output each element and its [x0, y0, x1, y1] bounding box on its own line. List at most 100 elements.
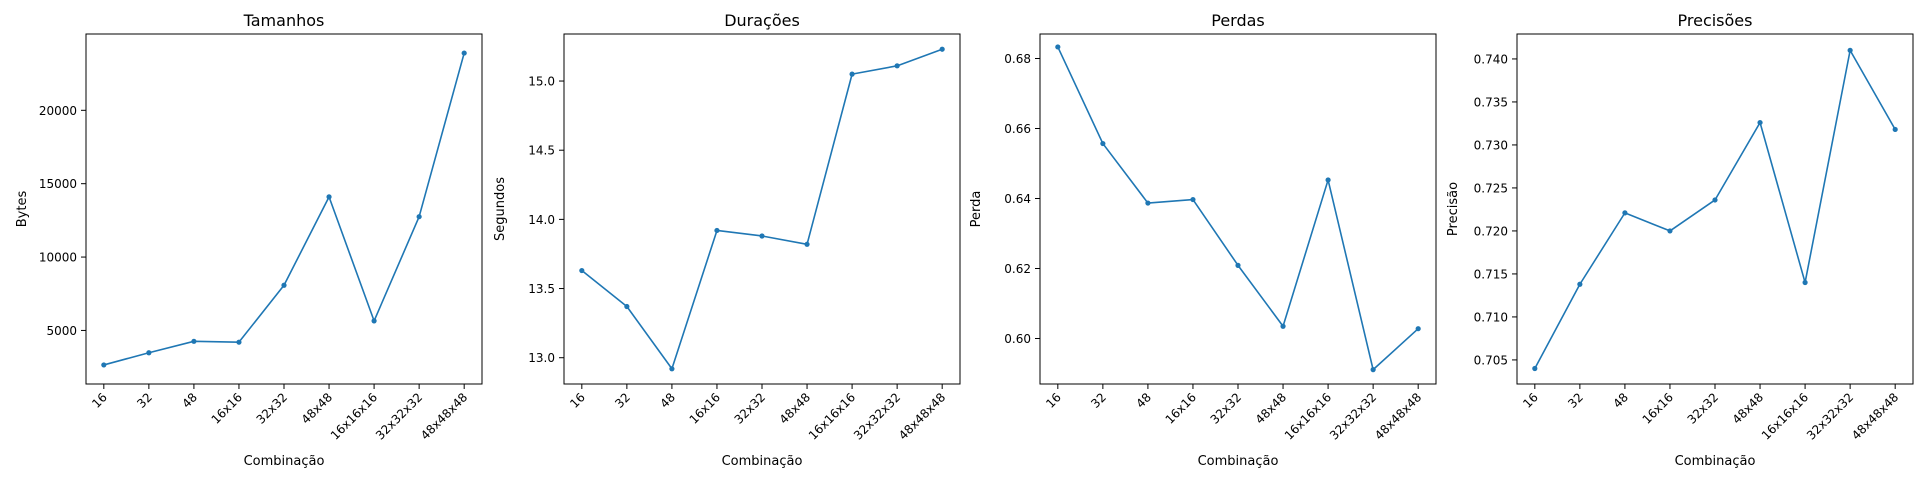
data-point: [579, 267, 585, 274]
y-tick-label: 10000: [39, 251, 77, 265]
x-axis-label: Combinação: [1675, 454, 1756, 469]
x-tick-label: 16x16: [687, 390, 724, 427]
y-tick-label: 0.735: [1474, 95, 1508, 109]
x-tick-label: 32x32x32: [373, 390, 425, 442]
data-point: [371, 318, 377, 324]
data-point: [1055, 44, 1061, 50]
y-axis-label: Perda: [969, 191, 984, 228]
x-tick-label: 16: [567, 390, 588, 411]
data-point: [416, 214, 422, 220]
x-tick-label: 16x16: [209, 390, 246, 427]
x-tick-label: 32x32: [1208, 390, 1245, 427]
data-point: [1802, 279, 1808, 286]
data-point: [1190, 196, 1196, 203]
data-point: [281, 282, 287, 288]
chart-title: Perdas: [1211, 11, 1265, 30]
data-point: [894, 63, 900, 69]
y-tick-label: 0.62: [1004, 262, 1031, 276]
series-line: [103, 52, 465, 366]
x-tick-label: 48x48x48: [896, 390, 948, 442]
series-line: [581, 48, 943, 370]
x-tick-label: 16: [1520, 390, 1541, 411]
y-tick-label: 0.710: [1474, 310, 1508, 324]
x-tick-label: 48x48x48: [418, 390, 470, 442]
y-tick-label: 0.60: [1004, 332, 1031, 346]
y-tick-label: 0.725: [1474, 181, 1508, 195]
data-point: [1325, 177, 1331, 183]
x-tick-label: 16: [89, 390, 110, 411]
y-tick-label: 0.715: [1474, 267, 1508, 281]
x-axis-label: Combinação: [722, 454, 803, 469]
x-tick-label: 16x16x16: [806, 390, 858, 442]
axes-frame: [1516, 33, 1914, 385]
data-point: [1577, 281, 1583, 287]
data-point: [759, 233, 765, 239]
chart-title: Tamanhos: [243, 11, 325, 30]
x-axis-label: Combinação: [244, 454, 325, 469]
x-tick-label: 32x32: [254, 390, 291, 427]
y-tick-label: 13.0: [528, 351, 555, 365]
data-point: [1235, 262, 1241, 268]
data-point: [191, 338, 197, 344]
x-tick-label: 48x48: [1253, 390, 1290, 427]
data-point: [1280, 323, 1286, 329]
y-tick-label: 0.740: [1474, 52, 1508, 66]
data-point: [236, 339, 242, 345]
series-line: [1057, 46, 1419, 371]
y-tick-label: 20000: [39, 104, 77, 118]
data-point: [1415, 326, 1421, 332]
data-point: [669, 366, 675, 372]
data-point: [1757, 119, 1763, 126]
x-tick-label: 32: [1088, 390, 1109, 411]
data-point: [1100, 140, 1106, 147]
y-tick-label: 5000: [46, 324, 77, 338]
x-tick-label: 32x32: [1685, 390, 1722, 427]
axes-frame: [563, 33, 961, 385]
x-tick-label: 48x48: [299, 390, 336, 427]
x-tick-label: 48x48x48: [1372, 390, 1424, 442]
axes-frame: [85, 33, 483, 385]
y-tick-label: 0.66: [1004, 122, 1031, 136]
chart-title: Precisões: [1678, 11, 1753, 30]
data-point: [1892, 126, 1898, 133]
x-tick-label: 48x48x48: [1849, 390, 1901, 442]
y-axis-label: Precisão: [1446, 182, 1461, 236]
data-point: [1712, 197, 1718, 203]
x-tick-label: 32: [1565, 390, 1586, 411]
y-axis-label: Bytes: [15, 191, 30, 228]
x-tick-label: 32x32x32: [1804, 390, 1856, 442]
y-tick-label: 0.730: [1474, 138, 1508, 152]
data-point: [1622, 210, 1628, 216]
data-point: [1145, 200, 1151, 206]
y-tick-label: 0.720: [1474, 224, 1508, 238]
y-tick-label: 15.0: [528, 75, 555, 89]
x-tick-label: 48: [1133, 390, 1154, 411]
x-tick-label: 16x16x16: [1759, 390, 1811, 442]
chart-title: Durações: [724, 11, 800, 30]
x-tick-label: 16x16x16: [328, 390, 380, 442]
x-tick-label: 32: [612, 390, 633, 411]
x-tick-label: 48: [657, 390, 678, 411]
x-tick-label: 16: [1043, 390, 1064, 411]
x-tick-label: 48: [1610, 390, 1631, 411]
x-tick-label: 32x32x32: [851, 390, 903, 442]
data-point: [1532, 365, 1538, 372]
data-point: [1667, 228, 1673, 234]
chart-4: Precisões 0.705 0.710 0.715 0.720 0.725 0.730 0…: [1446, 11, 1914, 469]
x-tick-label: 48x48: [777, 390, 814, 427]
x-tick-label: 32x32: [732, 390, 769, 427]
data-point: [326, 194, 332, 200]
series-line: [1534, 49, 1896, 369]
y-axis-label: Segundos: [493, 177, 508, 241]
data-point: [146, 350, 152, 356]
x-axis-label: Combinação: [1198, 454, 1279, 469]
x-tick-label: 48x48: [1730, 390, 1767, 427]
data-point: [461, 50, 467, 56]
data-point: [939, 46, 945, 52]
x-tick-label: 16x16x16: [1282, 390, 1334, 442]
data-point: [714, 227, 720, 234]
